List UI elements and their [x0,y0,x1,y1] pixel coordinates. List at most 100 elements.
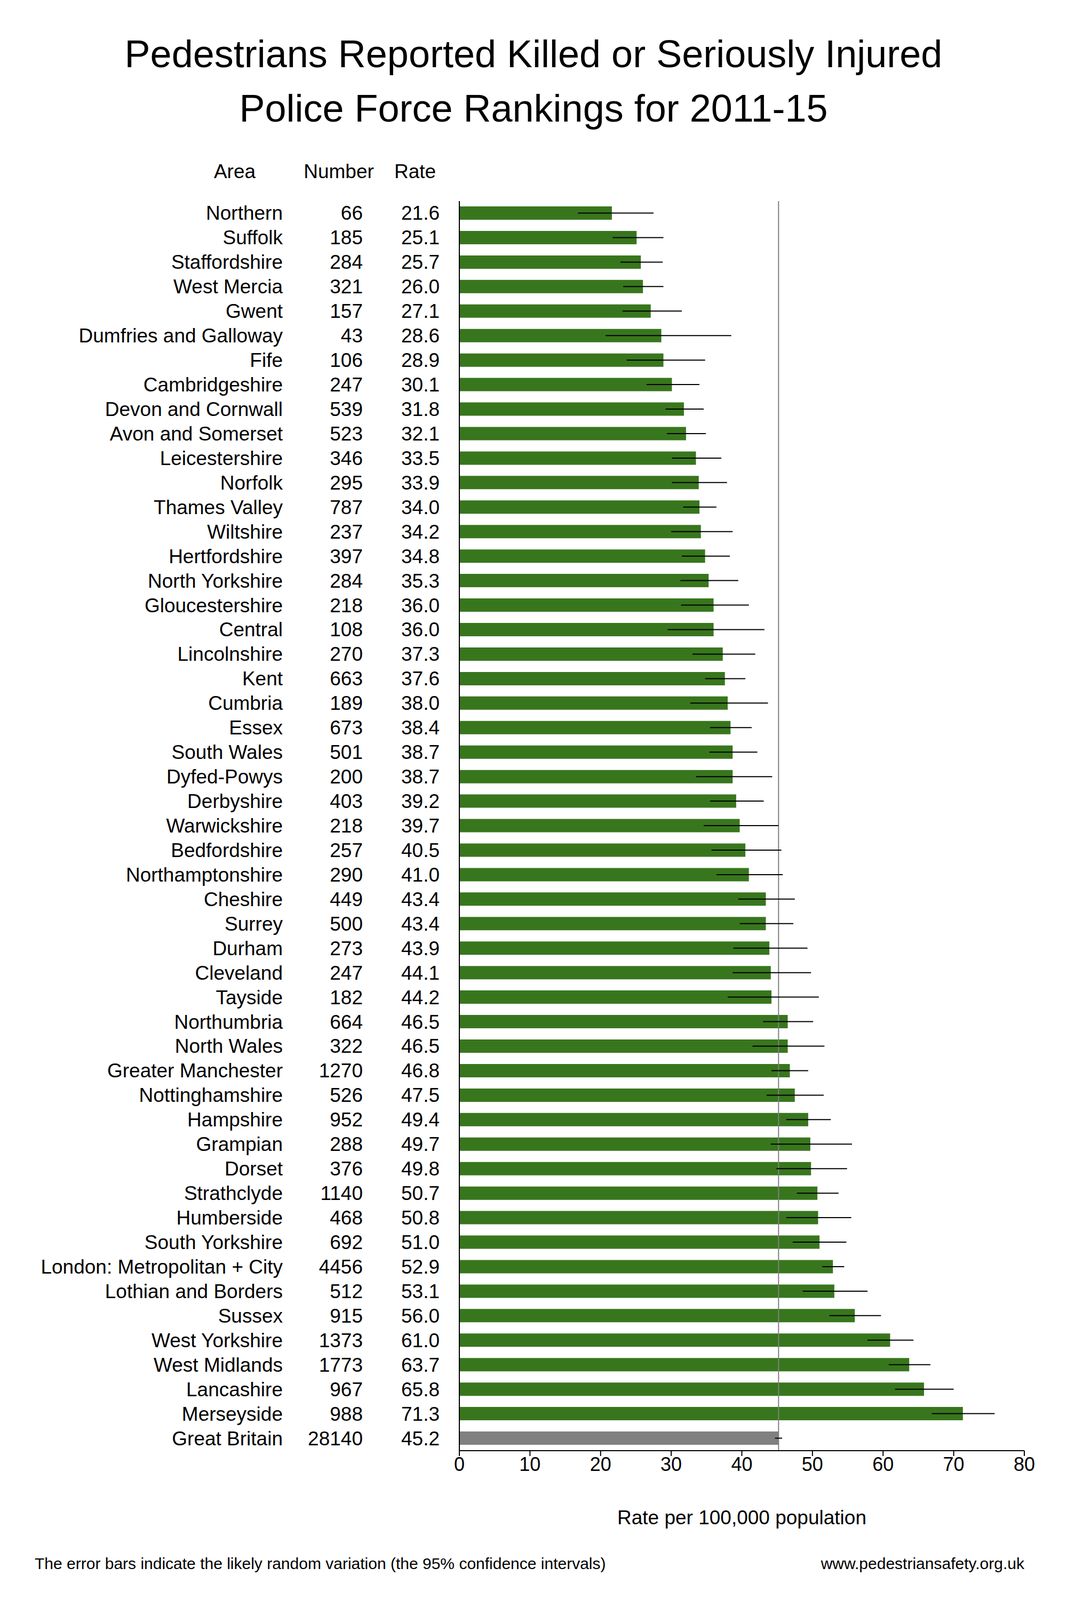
svg-text:321: 321 [329,275,363,298]
svg-text:40.5: 40.5 [401,839,440,862]
svg-text:Cleveland: Cleveland [194,962,283,985]
svg-text:Northern: Northern [205,202,283,225]
svg-text:43.9: 43.9 [401,937,440,960]
svg-text:44.1: 44.1 [401,962,440,985]
svg-text:10: 10 [519,1453,541,1476]
svg-text:Warwickshire: Warwickshire [165,815,283,838]
svg-text:32.1: 32.1 [401,423,440,445]
svg-text:38.7: 38.7 [401,741,440,764]
svg-text:Fife: Fife [249,349,283,372]
svg-text:30.1: 30.1 [401,373,440,396]
svg-text:Wiltshire: Wiltshire [206,521,283,544]
svg-text:218: 218 [329,594,363,617]
svg-text:Rate per 100,000 population: Rate per 100,000 population [617,1507,867,1530]
svg-text:Strathclyde: Strathclyde [184,1182,283,1205]
svg-text:South Yorkshire: South Yorkshire [144,1231,283,1254]
svg-text:46.5: 46.5 [401,1011,440,1034]
svg-text:Hertfordshire: Hertfordshire [168,545,283,568]
svg-text:Dorset: Dorset [224,1158,284,1181]
svg-text:West Mercia: West Mercia [173,275,283,298]
svg-text:49.7: 49.7 [401,1133,440,1156]
svg-text:915: 915 [329,1305,363,1328]
svg-text:247: 247 [329,373,363,396]
svg-text:West Yorkshire: West Yorkshire [151,1330,283,1352]
svg-text:51.0: 51.0 [401,1231,440,1254]
svg-text:673: 673 [329,717,363,739]
svg-text:50.8: 50.8 [401,1207,440,1230]
svg-text:31.8: 31.8 [401,398,440,421]
svg-text:Leicestershire: Leicestershire [160,447,283,470]
svg-text:Dyfed-Powys: Dyfed-Powys [166,766,283,788]
svg-text:49.8: 49.8 [401,1158,440,1181]
svg-text:Tayside: Tayside [216,986,283,1009]
svg-text:988: 988 [329,1403,363,1426]
svg-text:539: 539 [329,398,363,421]
svg-text:108: 108 [329,618,363,641]
svg-text:322: 322 [329,1035,363,1058]
svg-text:28140: 28140 [307,1428,363,1451]
svg-text:284: 284 [329,251,363,274]
svg-text:43.4: 43.4 [401,913,440,936]
svg-text:967: 967 [329,1379,363,1401]
svg-text:Essex: Essex [228,717,283,739]
svg-text:Bedfordshire: Bedfordshire [170,839,283,862]
svg-text:London: Metropolitan + City: London: Metropolitan + City [40,1256,283,1279]
svg-text:1373: 1373 [319,1330,363,1352]
svg-text:664: 664 [329,1011,363,1034]
svg-text:290: 290 [329,864,363,887]
svg-text:189: 189 [329,692,363,715]
svg-text:63.7: 63.7 [401,1354,440,1377]
svg-text:526: 526 [329,1084,363,1107]
svg-text:237: 237 [329,521,363,544]
svg-text:20: 20 [590,1453,612,1476]
svg-text:South Wales: South Wales [171,741,283,764]
svg-text:Hampshire: Hampshire [187,1109,283,1132]
svg-text:200: 200 [329,766,363,788]
svg-text:Humberside: Humberside [176,1207,283,1230]
svg-text:37.6: 37.6 [401,667,440,690]
svg-text:284: 284 [329,570,363,593]
svg-text:Nottinghamshire: Nottinghamshire [139,1084,283,1107]
svg-text:449: 449 [329,888,363,911]
svg-text:North Yorkshire: North Yorkshire [147,570,283,593]
svg-text:Staffordshire: Staffordshire [171,251,283,274]
svg-text:39.2: 39.2 [401,790,440,813]
svg-text:70: 70 [943,1453,965,1476]
svg-text:Lancashire: Lancashire [186,1379,283,1401]
svg-text:52.9: 52.9 [401,1256,440,1279]
svg-text:Central: Central [219,618,283,641]
svg-text:Sussex: Sussex [218,1305,284,1328]
svg-text:Avon and Somerset: Avon and Somerset [109,423,284,445]
svg-text:Grampian: Grampian [196,1133,283,1156]
svg-text:30: 30 [660,1453,682,1476]
svg-text:Derbyshire: Derbyshire [187,790,283,813]
svg-text:257: 257 [329,839,363,862]
svg-text:61.0: 61.0 [401,1330,440,1352]
svg-text:Great Britain: Great Britain [171,1428,283,1451]
svg-text:Durham: Durham [212,937,283,960]
svg-text:45.2: 45.2 [401,1428,440,1451]
svg-text:46.5: 46.5 [401,1035,440,1058]
svg-text:787: 787 [329,496,363,519]
svg-text:397: 397 [329,545,363,568]
svg-text:40: 40 [730,1453,753,1476]
svg-text:35.3: 35.3 [401,570,440,593]
svg-text:1773: 1773 [319,1354,363,1377]
svg-text:50: 50 [801,1453,824,1476]
svg-text:Gloucestershire: Gloucestershire [144,594,283,617]
svg-text:273: 273 [329,937,363,960]
svg-text:Devon and Cornwall: Devon and Cornwall [105,398,283,421]
svg-text:Greater Manchester: Greater Manchester [107,1060,283,1082]
svg-text:38.7: 38.7 [401,766,440,788]
svg-text:663: 663 [329,667,363,690]
svg-text:50.7: 50.7 [401,1182,440,1205]
svg-text:523: 523 [329,423,363,445]
svg-text:66: 66 [340,202,363,225]
svg-text:692: 692 [329,1231,363,1254]
svg-text:Norfolk: Norfolk [220,472,284,495]
svg-text:28.6: 28.6 [401,324,440,347]
svg-text:Northamptonshire: Northamptonshire [125,864,283,887]
svg-text:218: 218 [329,815,363,838]
svg-text:270: 270 [329,643,363,666]
svg-text:Lincolnshire: Lincolnshire [177,643,283,666]
